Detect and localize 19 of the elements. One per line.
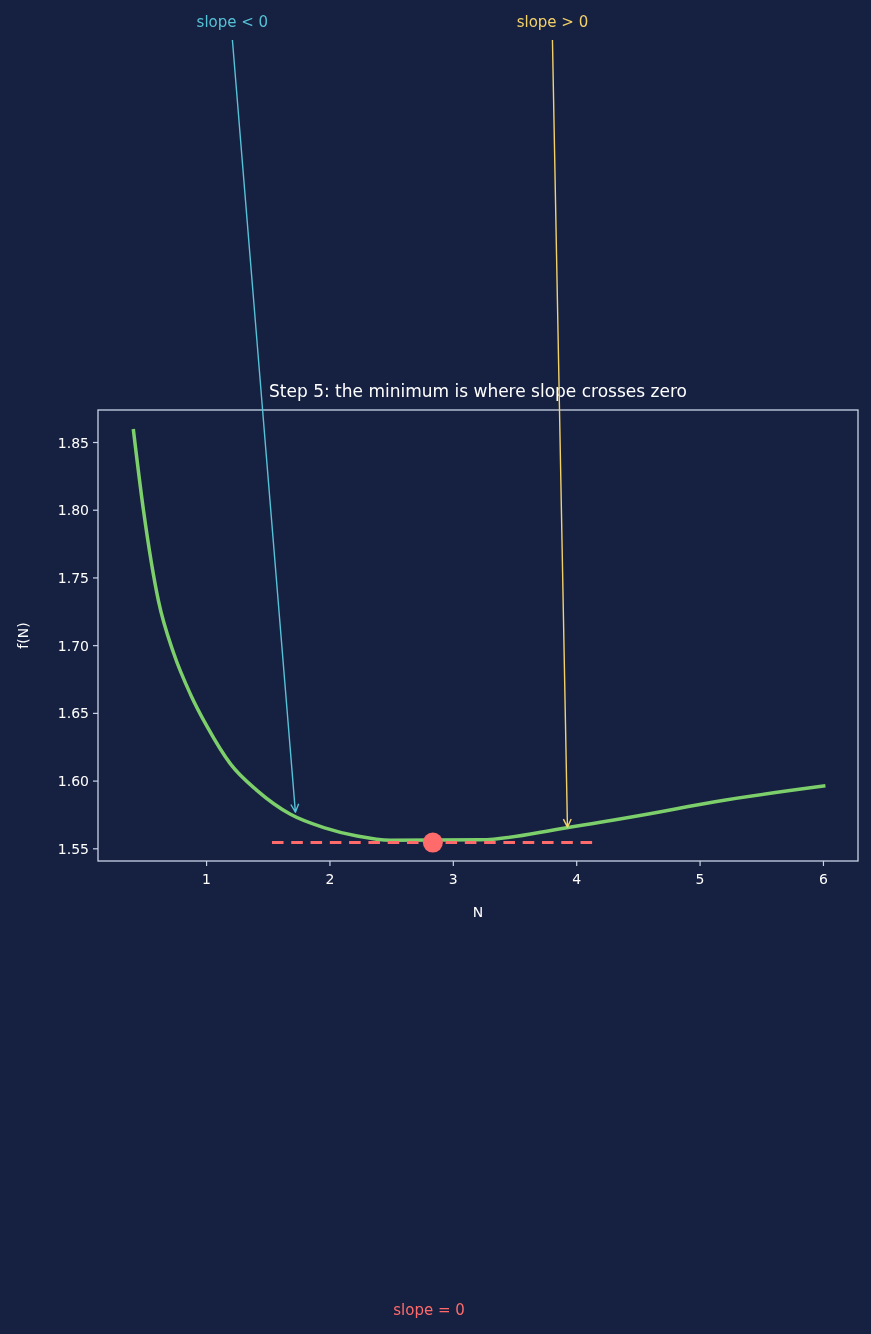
annotation: slope < 0 xyxy=(196,13,269,31)
text: slope = 0 xyxy=(393,1301,465,1319)
x-tick-label: 5 xyxy=(695,871,705,887)
x-tick-label: 3 xyxy=(448,871,458,887)
annotation: slope > 0 xyxy=(516,13,589,31)
x-tick-label: 6 xyxy=(818,871,828,887)
y-tick-label: 1.65 xyxy=(57,705,89,722)
y-tick-label: 1.85 xyxy=(57,434,89,451)
x-tick-label: 1 xyxy=(202,871,212,887)
y-tick-label: 1.75 xyxy=(57,569,89,586)
y-tick-label: 1.80 xyxy=(57,502,89,519)
x-axis-title: N xyxy=(472,904,484,920)
x-tick-label: 2 xyxy=(325,871,335,887)
y-tick-label: 1.60 xyxy=(57,773,89,790)
line-series xyxy=(131,427,828,842)
y-tick-label: 1.55 xyxy=(57,840,89,857)
x-tick-label: 4 xyxy=(572,871,582,887)
y-tick-label: 1.70 xyxy=(57,637,89,654)
y-axis-title: f(N) xyxy=(15,622,31,649)
